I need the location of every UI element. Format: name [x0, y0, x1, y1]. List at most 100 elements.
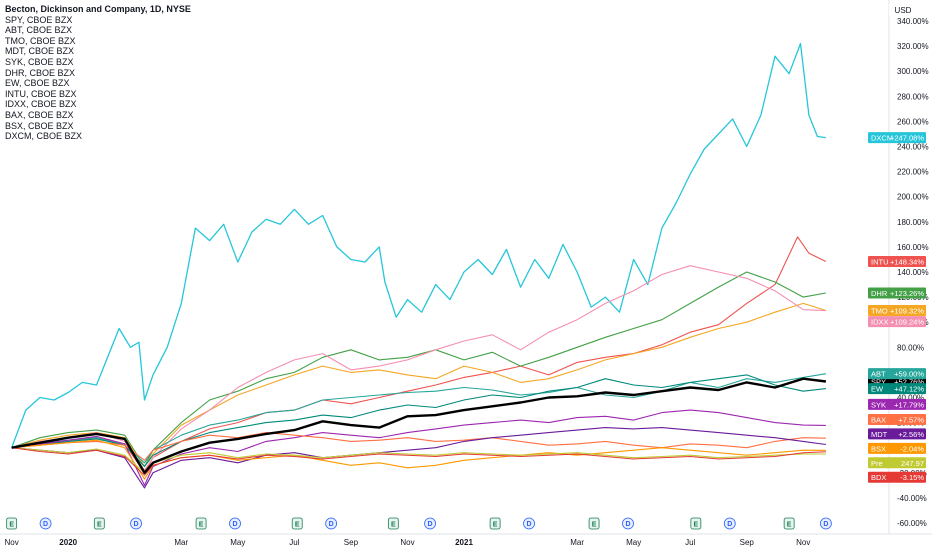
series-badge-value: +17.79% — [894, 400, 924, 409]
earnings-marker-label: E — [97, 522, 102, 529]
series-line-syk — [11, 409, 826, 486]
series-badge-ew: EW +47.12% — [868, 383, 926, 395]
dividend-marker-label: D — [823, 521, 828, 528]
series-badge-value: +7.57% — [898, 415, 924, 424]
series-line-bsx — [11, 439, 826, 480]
series-badge-name: INTU — [871, 258, 889, 267]
series-badge-name: DHR — [871, 289, 888, 298]
x-tick-label: Sep — [740, 538, 755, 547]
series-badge-name: ABT — [871, 370, 886, 379]
earnings-marker[interactable] — [783, 517, 795, 530]
currency-label[interactable]: USD — [889, 4, 917, 17]
series-badge-bg — [868, 305, 926, 317]
dividend-marker[interactable] — [723, 517, 736, 530]
series-badge-bg — [868, 471, 926, 483]
series-badge-idxx: IDXX +109.24% — [868, 316, 926, 328]
y-tick-label: -60.00% — [897, 519, 927, 528]
y-tick-label: 300.00% — [897, 67, 929, 76]
series-badge-bg — [868, 398, 926, 410]
legend-item: BAX, CBOE BZX — [5, 109, 74, 120]
legend-title: Becton, Dickinson and Company, 1D, NYSE — [5, 4, 191, 14]
earnings-marker[interactable] — [588, 517, 600, 530]
dividend-marker[interactable] — [130, 517, 142, 530]
series-badge-abt: ABT +59.00% — [868, 368, 926, 380]
earnings-marker[interactable] — [93, 517, 105, 530]
series-badge-value: 247.97 — [901, 459, 924, 468]
legend-item: ABT, CBOE BZX — [5, 25, 73, 36]
series-badge-syk: SYK +17.79% — [868, 398, 926, 410]
dividend-marker[interactable] — [39, 517, 52, 530]
earnings-marker-label: E — [694, 522, 699, 529]
series-line-dxcm — [11, 42, 826, 448]
x-tick-label: Jul — [289, 538, 299, 547]
y-tick-label: 260.00% — [897, 117, 929, 126]
series-badge-value: -2.04% — [900, 444, 924, 453]
dividend-marker[interactable] — [229, 517, 241, 530]
series-badges: SPY +52.76% DXCM+247.08% INTU +148.34% DHR +12… — [868, 132, 926, 483]
series-badge-name: SYK — [871, 400, 886, 409]
x-tick-label: Nov — [5, 538, 19, 547]
series-badge-bg — [868, 442, 926, 454]
series-badge-name: BAX — [871, 415, 886, 424]
legend-item: INTU, CBOE BZX — [5, 88, 77, 99]
legend-item: TMO, CBOE BZX — [5, 35, 76, 46]
x-tick-label: Nov — [400, 538, 414, 547]
legend-item: SPY, CBOE BZX — [5, 14, 73, 25]
series-badge-tmo: TMO +109.32% — [868, 305, 926, 317]
earnings-marker-label: E — [9, 522, 14, 529]
dividend-marker-label: D — [527, 521, 532, 528]
x-tick-label: Mar — [174, 538, 188, 547]
y-tick-label: 80.00% — [897, 343, 924, 352]
series-badge-bg — [868, 368, 926, 380]
earnings-marker[interactable] — [489, 517, 501, 530]
dividend-marker-label: D — [428, 521, 433, 528]
earnings-marker[interactable] — [387, 517, 399, 530]
y-tick-label: 280.00% — [897, 92, 929, 101]
earnings-marker[interactable] — [690, 517, 702, 530]
series-badge-value: +52.76% — [894, 377, 924, 386]
earnings-marker[interactable] — [6, 517, 18, 530]
x-tick-label: May — [626, 538, 641, 547]
series-badge-name: Pre — [871, 459, 883, 468]
y-tick-label: 200.00% — [897, 193, 929, 202]
x-tick-label: May — [230, 538, 245, 547]
series-badge-name: BSX — [871, 444, 886, 453]
series-badge-bg — [868, 383, 926, 395]
dividend-marker[interactable] — [523, 517, 535, 530]
legend-item: IDXX, CBOE BZX — [5, 99, 77, 110]
y-tick-label: 140.00% — [897, 268, 929, 277]
y-tick-label: 320.00% — [897, 42, 929, 51]
legend-item: SYK, CBOE BZX — [5, 56, 74, 67]
series-badge-bg — [868, 413, 926, 425]
dividend-marker[interactable] — [820, 517, 832, 530]
series-badge-name: EW — [871, 385, 884, 394]
series-line-idxx — [11, 265, 826, 471]
series-badge-value: +109.32% — [890, 307, 924, 316]
dividend-marker[interactable] — [424, 517, 436, 530]
x-tick-label: Sep — [344, 538, 359, 547]
earnings-marker-label: E — [199, 522, 204, 529]
legend-item: DXCM, CBOE BZX — [5, 131, 83, 142]
dividend-marker[interactable] — [622, 517, 634, 530]
y-tick-label: 340.00% — [897, 17, 929, 26]
earnings-marker-label: E — [592, 522, 597, 529]
series-badge-value: +47.12% — [894, 385, 924, 394]
series-badge-dxcm: DXCM+247.08% — [868, 132, 926, 144]
series-line-spy — [11, 377, 827, 474]
series-badge-intu: INTU +148.34% — [868, 256, 926, 268]
x-tick-label: 2020 — [59, 538, 77, 547]
dividend-marker-label: D — [625, 521, 630, 528]
earnings-marker[interactable] — [195, 517, 207, 530]
earnings-marker[interactable] — [291, 517, 303, 530]
dividend-marker[interactable] — [325, 517, 338, 530]
time-axis[interactable]: Nov 2020 Mar May Jul Sep Nov 2021 Mar May Jul Sep No… — [5, 538, 811, 547]
series-badge-bsx: BSX -2.04% — [868, 442, 926, 454]
series-badge-name: TMO — [871, 307, 888, 316]
series-badge-name: IDXX — [871, 318, 889, 327]
legend-item: EW, CBOE BZX — [5, 78, 70, 89]
series-badge-bax: BAX +7.57% — [868, 413, 926, 425]
chart-legend: Becton, Dickinson and Company, 1D, NYSE … — [5, 4, 191, 142]
series-badge-bg — [868, 287, 926, 299]
